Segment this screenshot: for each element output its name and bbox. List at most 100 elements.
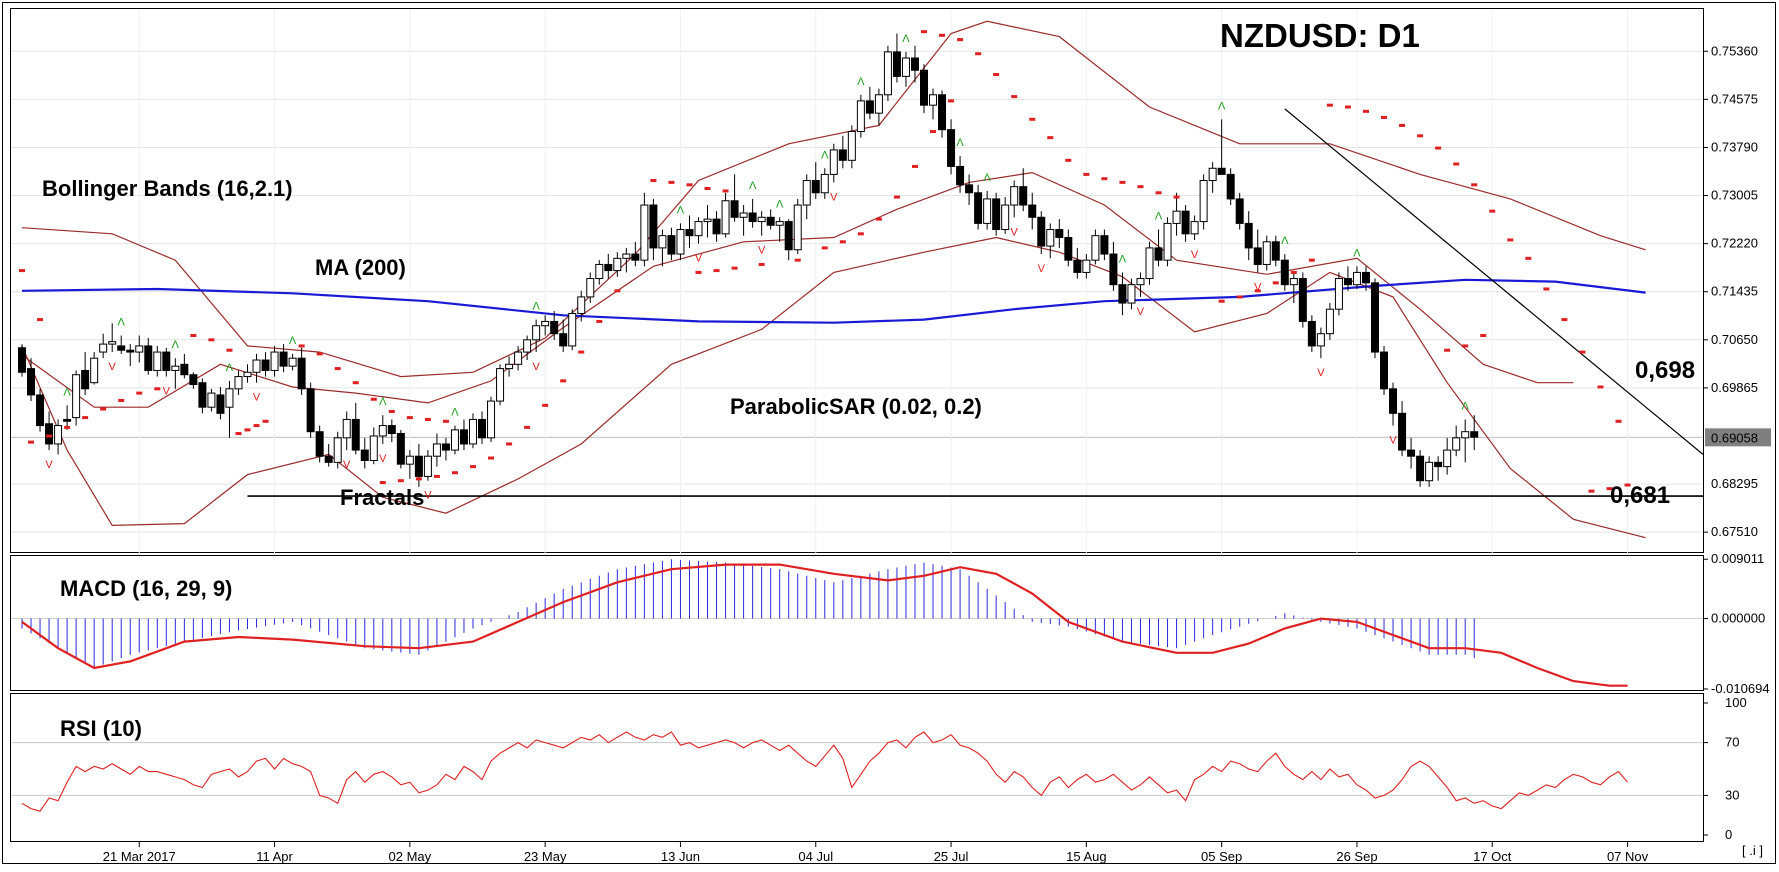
sar-dot (939, 33, 946, 37)
candle-bear (36, 394, 45, 427)
x-tick-label: 07 Nov (1607, 849, 1649, 864)
candle-bull (874, 94, 883, 114)
macd-label: MACD (16, 29, 9) (60, 576, 232, 601)
candle-bear (45, 423, 54, 445)
sar-dot (1155, 191, 1162, 195)
x-tick-label: 21 Mar 2017 (103, 849, 176, 864)
sar-dot (758, 262, 765, 266)
candle-bull (541, 320, 550, 327)
candle-bear (1280, 259, 1289, 286)
candle-bull (423, 455, 432, 477)
sar-dot (704, 186, 711, 190)
sar-dot (1029, 117, 1036, 121)
candle-bear (1073, 259, 1082, 273)
candle-bear (712, 218, 721, 235)
sar-dot (488, 456, 495, 460)
candle-bear (27, 368, 36, 396)
sar-dot (28, 440, 35, 444)
candle-bull (1127, 284, 1136, 304)
fractal-up-marker: Λ (1155, 211, 1163, 223)
sar-dot (1326, 103, 1333, 107)
candle-bear (559, 333, 568, 347)
candle-bull (622, 253, 631, 259)
sar-dot (82, 416, 89, 420)
fractal-up-marker: Λ (749, 180, 757, 192)
candle-bull (829, 149, 838, 175)
candle-bull (847, 131, 856, 161)
sar-dot (713, 269, 720, 273)
fractal-down-marker: V (1038, 263, 1046, 275)
candle-bull (802, 180, 811, 206)
fractal-down-marker: V (1317, 367, 1325, 379)
candle-bull (721, 200, 730, 235)
candle-bear (1407, 449, 1416, 457)
support-label: 0,681 (1610, 482, 1670, 509)
candle-bear (604, 263, 613, 272)
x-tick-label: 17 Oct (1473, 849, 1512, 864)
sar-dot (614, 289, 621, 293)
candle-bear (865, 100, 874, 114)
sar-dot (596, 319, 603, 323)
price-y-tick-label: 0.75360 (1711, 43, 1758, 58)
sar-dot (388, 409, 395, 413)
candle-bear (892, 51, 901, 77)
macd-y-tick-label: 0.009011 (1711, 551, 1764, 566)
sar-dot (948, 99, 955, 103)
candle-bull (234, 376, 243, 390)
sar-dot (154, 387, 161, 391)
fractal-up-marker: Λ (1119, 253, 1127, 265)
sar-dot (1173, 195, 1180, 199)
candle-bull (1001, 204, 1010, 231)
fractal-down-marker: V (1191, 249, 1199, 261)
candle-bull (1199, 180, 1208, 223)
price-y-tick-label: 0.72220 (1711, 236, 1758, 251)
sar-label: ParabolicSAR (0.02, 0.2) (730, 394, 982, 419)
candle-bear (1298, 278, 1307, 322)
sar-dot (1507, 238, 1514, 242)
fractal-down-marker: V (1254, 281, 1262, 293)
candle-bull (1289, 278, 1298, 286)
candle-bear (1028, 204, 1037, 218)
corner-label: [ .i ] (1742, 843, 1763, 858)
candle-bear (1217, 167, 1226, 175)
sar-dot (1362, 109, 1369, 113)
candle-bear (1416, 455, 1425, 482)
bollinger-middle-band (21, 171, 1574, 408)
candle-bear (478, 418, 487, 439)
sar-dot (136, 391, 143, 395)
candle-bull (883, 51, 892, 96)
candle-bull (1010, 186, 1019, 206)
sar-dot (1272, 281, 1279, 285)
candle-bear (261, 359, 270, 371)
candle-bear (306, 388, 315, 433)
rsi-y-tick-label: 0 (1725, 827, 1732, 842)
fractal-up-marker: Λ (532, 301, 540, 313)
candle-bull (694, 221, 703, 237)
rsi-label: RSI (10) (60, 716, 142, 741)
candle-bear (1361, 271, 1370, 284)
fractal-up-marker: Λ (63, 386, 71, 398)
sar-dot (1344, 105, 1351, 109)
fractal-up-marker: Λ (983, 172, 991, 184)
sar-dot (451, 471, 458, 475)
rsi-panel-frame (10, 693, 1704, 842)
candle-bull (1425, 461, 1434, 482)
chart-title: NZDUSD: D1 (1220, 17, 1420, 54)
candle-bear (1271, 241, 1280, 261)
current-price-label: 0.69058 (1711, 430, 1758, 445)
candle-bull (613, 257, 622, 272)
fractal-up-marker: Λ (451, 407, 459, 419)
fractal-up-marker: Λ (902, 33, 910, 45)
sar-dot (1399, 123, 1406, 127)
sar-dot (100, 407, 107, 411)
candle-bull (1208, 167, 1217, 182)
candle-bear (550, 320, 559, 335)
sar-dot (46, 434, 53, 438)
candle-bull (757, 216, 766, 223)
fractal-down-marker: V (379, 453, 387, 465)
candle-bear (938, 94, 947, 131)
candle-bull (207, 392, 216, 408)
rsi-y-tick-label: 100 (1725, 695, 1747, 710)
